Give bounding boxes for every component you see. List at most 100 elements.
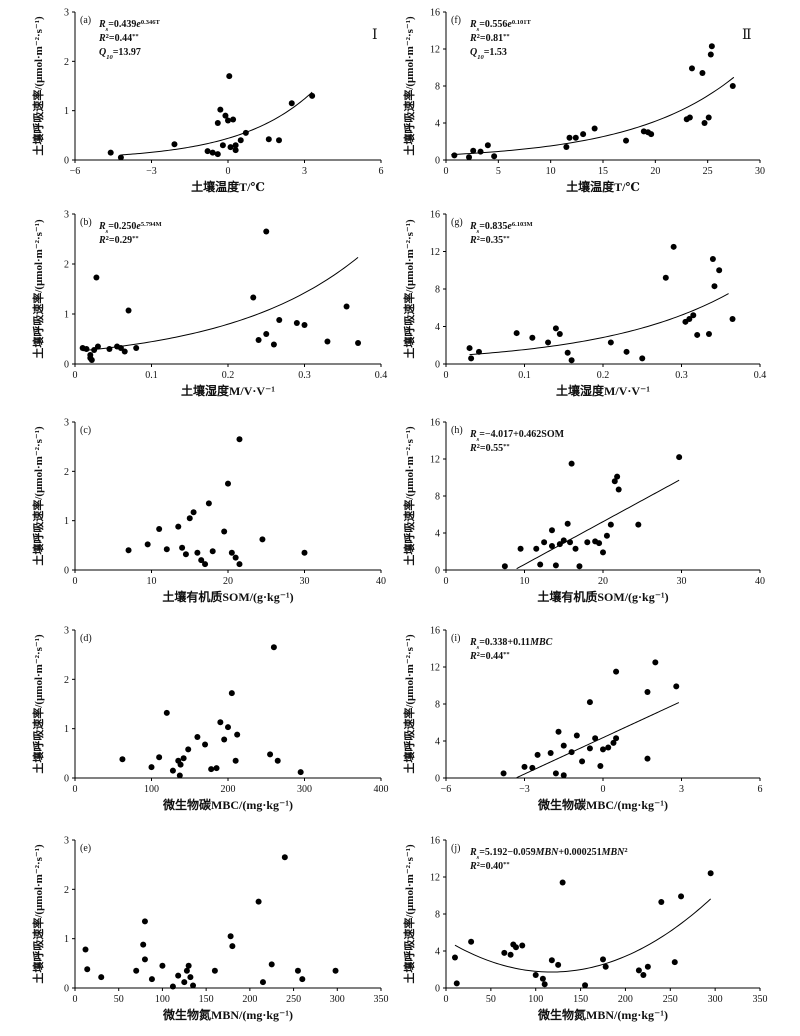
y-axis-title: 土壤呼吸速率/(μmol·m⁻²·s⁻¹)	[402, 219, 416, 359]
data-point	[560, 742, 567, 749]
data-point	[600, 956, 606, 963]
data-point	[475, 348, 482, 355]
data-point	[607, 521, 614, 528]
data-point	[94, 343, 101, 350]
equation-part: 0.346T	[141, 19, 161, 26]
x-tick-label: 100	[144, 784, 159, 795]
equation-line: R2=0.81**	[469, 33, 510, 45]
data-point	[236, 561, 243, 568]
data-point	[274, 757, 281, 764]
panel-g: 0 4 8 12 16 0 0.1 0.2 0.3 0.4 土壤湿度M/V·V⁻¹ 土壤呼吸速率/(μ…	[402, 210, 766, 399]
equation-part: =0.81	[480, 33, 503, 44]
data-point	[159, 962, 166, 969]
data-point	[507, 951, 514, 958]
x-tick-label: 0	[73, 576, 78, 587]
x-tick-label: 0	[444, 370, 449, 381]
equation-line: R2=0.29**	[98, 235, 139, 247]
data-point	[237, 137, 244, 144]
data-point	[84, 966, 91, 973]
panel-label: (f)	[451, 15, 461, 26]
data-point	[259, 979, 266, 986]
data-point	[228, 690, 235, 697]
data-point	[690, 312, 697, 319]
equation-part: R	[469, 861, 477, 872]
data-point	[194, 549, 201, 556]
data-point	[214, 120, 221, 126]
y-tick-label: 0	[435, 156, 440, 167]
data-point	[183, 967, 190, 974]
data-point	[175, 972, 182, 979]
equation-part: R	[469, 33, 477, 44]
x-axis-title: 土壤温度T/℃	[566, 179, 640, 194]
data-point	[560, 772, 567, 779]
y-tick-label: 2	[64, 885, 69, 896]
data-point	[186, 515, 193, 522]
y-tick-label: 4	[435, 947, 440, 958]
x-tick-label: 10	[520, 576, 530, 587]
y-tick-label: 0	[435, 566, 440, 577]
data-point	[614, 473, 621, 480]
data-point	[250, 294, 257, 301]
equation-line: Rs=5.192−0.059MBN+0.000251MBN2	[469, 847, 628, 861]
data-point	[217, 719, 224, 726]
data-point	[521, 763, 528, 770]
x-tick-label: 3	[679, 784, 684, 795]
data-point	[299, 976, 306, 983]
data-point	[586, 699, 593, 706]
data-point	[539, 975, 546, 982]
equation-part: 2	[106, 235, 109, 242]
data-point	[541, 539, 548, 546]
equation-part: =0.29	[109, 235, 132, 246]
x-tick-label: 6	[758, 784, 763, 795]
fit-curve	[469, 293, 729, 356]
x-axis-title: 土壤温度T/℃	[191, 179, 265, 194]
panel-label: (i)	[451, 633, 460, 644]
data-point	[500, 770, 507, 777]
y-tick-label: 1	[64, 516, 69, 527]
equation-line: Q10=13.97	[99, 47, 141, 61]
data-point	[181, 979, 188, 986]
data-point	[517, 545, 524, 552]
panel-label: (d)	[80, 633, 92, 644]
data-point	[202, 561, 209, 568]
data-point	[232, 147, 239, 154]
group-label-right: Ⅱ	[742, 28, 752, 43]
data-point	[639, 355, 646, 362]
equation-part: =0.835	[479, 221, 507, 232]
x-tick-label: 30	[677, 576, 687, 587]
data-point	[125, 307, 132, 314]
data-point	[148, 976, 155, 983]
panel-h: 0 4 8 12 16 0 10 20 30 40 土壤有机质SOM/(g·kg⁻¹) 土壤呼吸速率/…	[402, 418, 765, 605]
data-point	[91, 347, 98, 353]
equation-part: s	[476, 228, 480, 235]
equation-part: s	[476, 436, 480, 443]
fit-curve	[82, 256, 359, 352]
data-point	[555, 961, 562, 968]
y-axis-title: 土壤呼吸速率/(μmol·m⁻²·s⁻¹)	[402, 16, 416, 156]
data-point	[211, 967, 218, 974]
data-point	[597, 762, 604, 769]
equation-part: =13.97	[113, 47, 141, 58]
data-point	[301, 549, 308, 556]
equation-part: R	[469, 221, 477, 232]
data-point	[119, 756, 126, 763]
data-point	[534, 751, 541, 758]
equation-part: **	[503, 443, 510, 450]
data-point	[644, 688, 651, 695]
equation-part: +0.000251	[558, 847, 601, 858]
x-tick-label: 300	[708, 994, 723, 1005]
data-point	[519, 942, 526, 949]
x-tick-label: 250	[286, 994, 301, 1005]
x-tick-label: −3	[146, 166, 157, 177]
equation-part: R	[469, 637, 477, 648]
data-point	[98, 974, 105, 981]
x-tick-label: 20	[598, 576, 608, 587]
data-point	[686, 114, 693, 121]
equation-part: MBC	[529, 637, 553, 648]
data-point	[205, 500, 212, 507]
data-point	[640, 972, 647, 979]
equation-line: Rs=0.338+0.11MBC	[469, 637, 553, 651]
y-tick-label: 3	[64, 626, 69, 637]
y-tick-label: 8	[435, 700, 440, 711]
